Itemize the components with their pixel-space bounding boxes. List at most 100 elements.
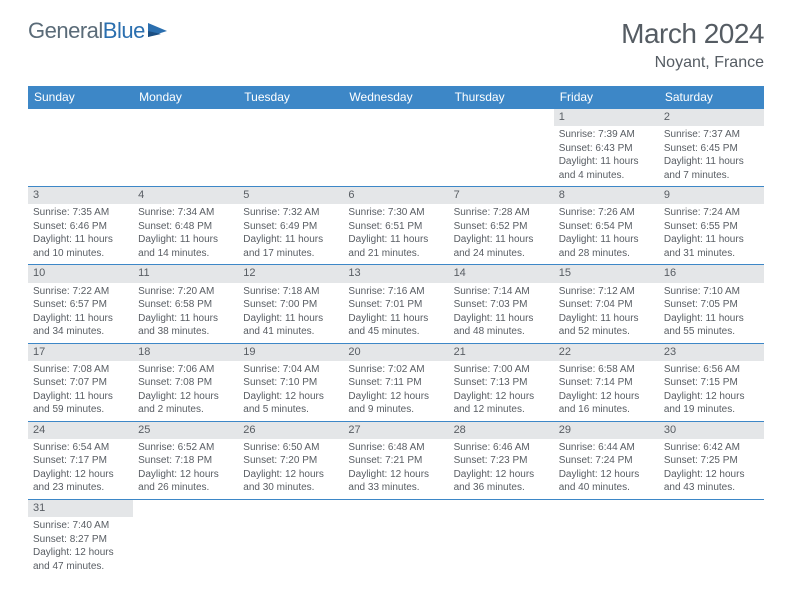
day-details: Sunrise: 7:28 AMSunset: 6:52 PMDaylight:… [449,204,554,264]
day-details: Sunrise: 6:56 AMSunset: 7:15 PMDaylight:… [659,361,764,421]
calendar-row: 3Sunrise: 7:35 AMSunset: 6:46 PMDaylight… [28,187,764,265]
day-details: Sunrise: 7:40 AMSunset: 8:27 PMDaylight:… [28,517,133,577]
day-header: Tuesday [238,86,343,109]
day-number: 30 [659,422,764,439]
calendar-cell [343,499,448,577]
day-number: 20 [343,344,448,361]
calendar-table: SundayMondayTuesdayWednesdayThursdayFrid… [28,86,764,577]
day-number: 1 [554,109,659,126]
day-number: 7 [449,187,554,204]
calendar-cell: 22Sunrise: 6:58 AMSunset: 7:14 PMDayligh… [554,343,659,421]
calendar-cell: 7Sunrise: 7:28 AMSunset: 6:52 PMDaylight… [449,187,554,265]
calendar-cell: 23Sunrise: 6:56 AMSunset: 7:15 PMDayligh… [659,343,764,421]
day-details: Sunrise: 7:14 AMSunset: 7:03 PMDaylight:… [449,283,554,343]
day-details: Sunrise: 7:22 AMSunset: 6:57 PMDaylight:… [28,283,133,343]
day-details: Sunrise: 7:10 AMSunset: 7:05 PMDaylight:… [659,283,764,343]
day-number: 24 [28,422,133,439]
day-details: Sunrise: 7:37 AMSunset: 6:45 PMDaylight:… [659,126,764,186]
calendar-cell: 12Sunrise: 7:18 AMSunset: 7:00 PMDayligh… [238,265,343,343]
calendar-cell [133,499,238,577]
day-header: Monday [133,86,238,109]
location: Noyant, France [621,54,764,72]
day-details: Sunrise: 7:34 AMSunset: 6:48 PMDaylight:… [133,204,238,264]
day-number: 13 [343,265,448,282]
calendar-head: SundayMondayTuesdayWednesdayThursdayFrid… [28,86,764,109]
day-number: 27 [343,422,448,439]
day-details: Sunrise: 6:52 AMSunset: 7:18 PMDaylight:… [133,439,238,499]
day-details: Sunrise: 7:08 AMSunset: 7:07 PMDaylight:… [28,361,133,421]
day-number: 3 [28,187,133,204]
day-number: 18 [133,344,238,361]
day-details: Sunrise: 6:58 AMSunset: 7:14 PMDaylight:… [554,361,659,421]
calendar-cell: 31Sunrise: 7:40 AMSunset: 8:27 PMDayligh… [28,499,133,577]
day-details: Sunrise: 7:16 AMSunset: 7:01 PMDaylight:… [343,283,448,343]
calendar-cell [238,499,343,577]
day-details: Sunrise: 7:00 AMSunset: 7:13 PMDaylight:… [449,361,554,421]
calendar-row: 1Sunrise: 7:39 AMSunset: 6:43 PMDaylight… [28,109,764,187]
day-details: Sunrise: 6:46 AMSunset: 7:23 PMDaylight:… [449,439,554,499]
day-number: 15 [554,265,659,282]
calendar-cell: 3Sunrise: 7:35 AMSunset: 6:46 PMDaylight… [28,187,133,265]
day-number: 19 [238,344,343,361]
calendar-cell [238,109,343,187]
day-number: 28 [449,422,554,439]
day-number: 22 [554,344,659,361]
calendar-cell: 2Sunrise: 7:37 AMSunset: 6:45 PMDaylight… [659,109,764,187]
calendar-cell [343,109,448,187]
calendar-row: 31Sunrise: 7:40 AMSunset: 8:27 PMDayligh… [28,499,764,577]
calendar-cell [449,499,554,577]
day-details: Sunrise: 7:39 AMSunset: 6:43 PMDaylight:… [554,126,659,186]
calendar-cell: 5Sunrise: 7:32 AMSunset: 6:49 PMDaylight… [238,187,343,265]
calendar-cell: 15Sunrise: 7:12 AMSunset: 7:04 PMDayligh… [554,265,659,343]
day-number: 2 [659,109,764,126]
calendar-cell: 28Sunrise: 6:46 AMSunset: 7:23 PMDayligh… [449,421,554,499]
day-details: Sunrise: 6:50 AMSunset: 7:20 PMDaylight:… [238,439,343,499]
calendar-cell: 30Sunrise: 6:42 AMSunset: 7:25 PMDayligh… [659,421,764,499]
day-number: 9 [659,187,764,204]
calendar-cell: 26Sunrise: 6:50 AMSunset: 7:20 PMDayligh… [238,421,343,499]
calendar-cell: 27Sunrise: 6:48 AMSunset: 7:21 PMDayligh… [343,421,448,499]
day-details: Sunrise: 6:54 AMSunset: 7:17 PMDaylight:… [28,439,133,499]
day-details: Sunrise: 7:20 AMSunset: 6:58 PMDaylight:… [133,283,238,343]
day-details: Sunrise: 7:24 AMSunset: 6:55 PMDaylight:… [659,204,764,264]
day-details: Sunrise: 7:06 AMSunset: 7:08 PMDaylight:… [133,361,238,421]
calendar-row: 10Sunrise: 7:22 AMSunset: 6:57 PMDayligh… [28,265,764,343]
calendar-cell [28,109,133,187]
day-number: 23 [659,344,764,361]
day-number: 6 [343,187,448,204]
calendar-cell [554,499,659,577]
calendar-cell: 16Sunrise: 7:10 AMSunset: 7:05 PMDayligh… [659,265,764,343]
day-number: 21 [449,344,554,361]
day-details: Sunrise: 7:04 AMSunset: 7:10 PMDaylight:… [238,361,343,421]
logo-text-blue: Blue [103,18,145,44]
calendar-cell [659,499,764,577]
day-details: Sunrise: 7:32 AMSunset: 6:49 PMDaylight:… [238,204,343,264]
calendar-cell: 13Sunrise: 7:16 AMSunset: 7:01 PMDayligh… [343,265,448,343]
calendar-cell: 17Sunrise: 7:08 AMSunset: 7:07 PMDayligh… [28,343,133,421]
calendar-row: 24Sunrise: 6:54 AMSunset: 7:17 PMDayligh… [28,421,764,499]
day-header: Thursday [449,86,554,109]
calendar-cell: 25Sunrise: 6:52 AMSunset: 7:18 PMDayligh… [133,421,238,499]
day-details: Sunrise: 7:02 AMSunset: 7:11 PMDaylight:… [343,361,448,421]
day-number: 11 [133,265,238,282]
day-details: Sunrise: 6:42 AMSunset: 7:25 PMDaylight:… [659,439,764,499]
day-number: 14 [449,265,554,282]
day-number: 12 [238,265,343,282]
calendar-cell: 10Sunrise: 7:22 AMSunset: 6:57 PMDayligh… [28,265,133,343]
day-number: 26 [238,422,343,439]
logo-flag-icon [147,21,169,39]
day-details: Sunrise: 7:30 AMSunset: 6:51 PMDaylight:… [343,204,448,264]
page-header: GeneralBlue March 2024 Noyant, France [28,18,764,72]
day-number: 17 [28,344,133,361]
day-details: Sunrise: 6:48 AMSunset: 7:21 PMDaylight:… [343,439,448,499]
calendar-cell: 29Sunrise: 6:44 AMSunset: 7:24 PMDayligh… [554,421,659,499]
calendar-cell: 6Sunrise: 7:30 AMSunset: 6:51 PMDaylight… [343,187,448,265]
logo-text-gray: General [28,18,103,44]
calendar-cell: 19Sunrise: 7:04 AMSunset: 7:10 PMDayligh… [238,343,343,421]
day-header: Sunday [28,86,133,109]
day-number: 29 [554,422,659,439]
day-number: 5 [238,187,343,204]
month-title: March 2024 [621,18,764,50]
calendar-cell: 24Sunrise: 6:54 AMSunset: 7:17 PMDayligh… [28,421,133,499]
calendar-cell: 18Sunrise: 7:06 AMSunset: 7:08 PMDayligh… [133,343,238,421]
